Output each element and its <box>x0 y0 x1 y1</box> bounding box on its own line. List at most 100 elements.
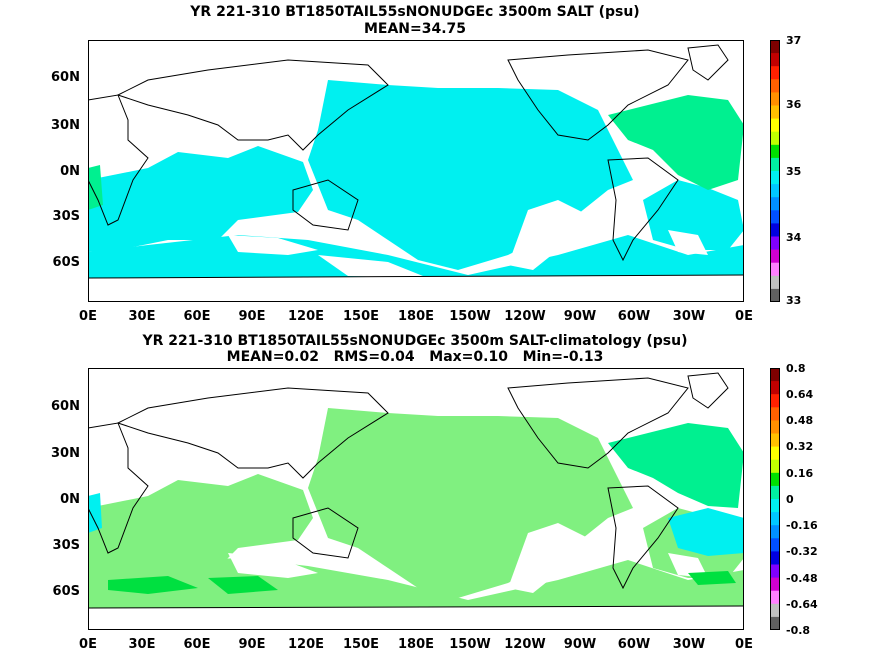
panel1-lon-label: 30W <box>672 309 706 324</box>
colorbar-swatch <box>770 262 780 277</box>
colorbar-swatch <box>770 407 780 421</box>
colorbar-swatch <box>770 236 780 251</box>
panel1-lon-label: 120E <box>287 309 325 324</box>
colorbar-swatch <box>770 197 780 211</box>
panel2-colorbar-label: -0.8 <box>786 624 811 637</box>
panel2-lat-label: 60S <box>52 584 80 599</box>
panel1-lon-label: 90W <box>563 309 597 324</box>
panel2-colorbar-label: 0.64 <box>786 388 814 401</box>
colorbar-swatch <box>770 564 780 579</box>
panel1-lon-label: 90E <box>238 309 266 324</box>
colorbar-swatch <box>770 184 780 198</box>
panel2-strong-anomaly <box>108 571 736 594</box>
colorbar-swatch <box>770 394 780 408</box>
panel1-colorbar-label: 33 <box>786 294 802 307</box>
colorbar-swatch <box>770 105 780 120</box>
colorbar-swatch <box>770 381 780 395</box>
panel2-lon-label: 30E <box>128 637 156 652</box>
panel1-lon-label: 30E <box>128 309 156 324</box>
colorbar-swatch <box>770 472 780 487</box>
panel2-colorbar-label: 0 <box>786 493 794 506</box>
colorbar-swatch <box>770 249 780 264</box>
panel2-map <box>88 368 744 630</box>
panel1-lon-label: 0E <box>79 309 97 324</box>
panel2-lat-label: 30N <box>51 446 80 461</box>
panel1-lon-label: 60W <box>617 309 651 324</box>
panel2-lat-label: 0N <box>60 492 80 507</box>
colorbar-swatch <box>770 538 780 552</box>
panel1-colorbar <box>770 40 780 302</box>
colorbar-swatch <box>770 223 780 237</box>
panel1-lat-label: 60N <box>51 70 80 85</box>
panel1-lon-label: 60E <box>183 309 211 324</box>
colorbar-swatch <box>770 485 780 500</box>
colorbar-swatch <box>770 288 780 302</box>
panel2-lon-label: 180E <box>397 637 435 652</box>
colorbar-swatch <box>770 577 780 592</box>
panel2-lon-label: 150W <box>449 637 491 652</box>
panel2-lon-label: 60E <box>183 637 211 652</box>
colorbar-swatch <box>770 446 780 461</box>
colorbar-swatch <box>770 53 780 67</box>
panel2-colorbar-label: 0.8 <box>786 362 806 375</box>
colorbar-swatch <box>770 525 780 539</box>
colorbar-swatch <box>770 368 780 382</box>
panel2-colorbar-label: 0.48 <box>786 414 814 427</box>
panel1-colorbar-label: 35 <box>786 165 802 178</box>
panel2-lon-label: 0E <box>79 637 97 652</box>
panel1-lon-label: 180E <box>397 309 435 324</box>
panel2-lon-label: 90W <box>563 637 597 652</box>
colorbar-swatch <box>770 144 780 159</box>
panel2-subtitle: MEAN=0.02 RMS=0.04 Max=0.10 Min=-0.13 <box>226 349 604 365</box>
colorbar-swatch <box>770 40 780 54</box>
panel2-colorbar-label: 0.32 <box>786 440 814 453</box>
panel1-map <box>88 40 744 302</box>
colorbar-swatch <box>770 131 780 146</box>
colorbar-swatch <box>770 66 780 80</box>
panel2-colorbar-label: 0.16 <box>786 467 814 480</box>
panel1-subtitle: MEAN=34.75 <box>363 21 467 37</box>
colorbar-swatch <box>770 499 780 513</box>
panel2-lon-label: 90E <box>238 637 266 652</box>
colorbar-swatch <box>770 616 780 630</box>
panel2-lon-label: 120W <box>504 637 546 652</box>
colorbar-swatch <box>770 420 780 434</box>
panel1-lon-label: 150E <box>342 309 380 324</box>
colorbar-swatch <box>770 157 780 172</box>
colorbar-swatch <box>770 118 780 133</box>
panel2-lat-label: 60N <box>51 399 80 414</box>
panel2-colorbar-label: -0.64 <box>786 598 818 611</box>
colorbar-swatch <box>770 603 780 618</box>
colorbar-swatch <box>770 590 780 605</box>
colorbar-swatch <box>770 171 780 185</box>
panel1-lon-label: 150W <box>449 309 491 324</box>
panel1-lat-label: 0N <box>60 164 80 179</box>
panel1-lon-label: 120W <box>504 309 546 324</box>
panel2-colorbar-label: -0.48 <box>786 572 818 585</box>
panel1-lat-label: 30S <box>52 209 80 224</box>
panel1-colorbar-label: 34 <box>786 231 802 244</box>
panel2-lon-label: 30W <box>672 637 706 652</box>
colorbar-swatch <box>770 210 780 224</box>
panel1-colorbar-label: 37 <box>786 34 802 47</box>
colorbar-swatch <box>770 551 780 565</box>
panel1-lon-label: 0E <box>735 309 753 324</box>
panel2-lat-label: 30S <box>52 538 80 553</box>
panel2-title: YR 221-310 BT1850TAIL55sNONUDGEc 3500m S… <box>142 333 688 349</box>
colorbar-swatch <box>770 433 780 448</box>
panel2-lon-label: 120E <box>287 637 325 652</box>
panel2-lon-label: 150E <box>342 637 380 652</box>
panel1-title: YR 221-310 BT1850TAIL55sNONUDGEc 3500m S… <box>190 4 640 20</box>
panel1-atlantic-field <box>88 95 744 210</box>
panel2-lon-label: 60W <box>617 637 651 652</box>
colorbar-swatch <box>770 459 780 474</box>
panel1-lat-label: 60S <box>52 255 80 270</box>
colorbar-swatch <box>770 512 780 526</box>
panel2-colorbar <box>770 368 780 630</box>
panel2-negative-anomaly <box>88 493 744 556</box>
colorbar-swatch <box>770 275 780 290</box>
panel2-lon-label: 0E <box>735 637 753 652</box>
panel1-lat-label: 30N <box>51 118 80 133</box>
colorbar-swatch <box>770 79 780 93</box>
panel2-colorbar-label: -0.16 <box>786 519 818 532</box>
